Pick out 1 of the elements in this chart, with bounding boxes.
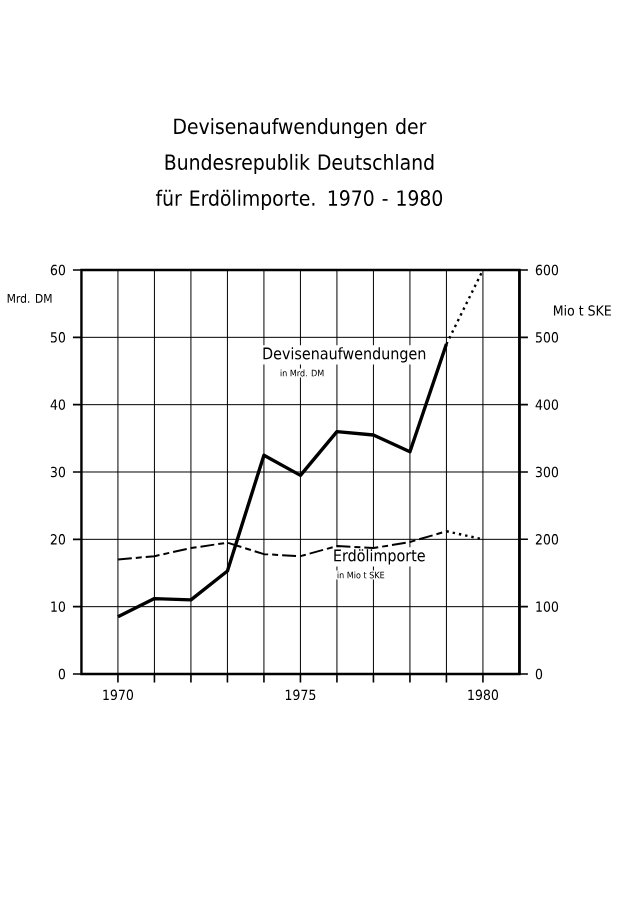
chart-title: Devisenaufwendungen der Bundesrepublik Deutschland für Erdölimporte. 1970 - 1980 — [155, 118, 442, 210]
